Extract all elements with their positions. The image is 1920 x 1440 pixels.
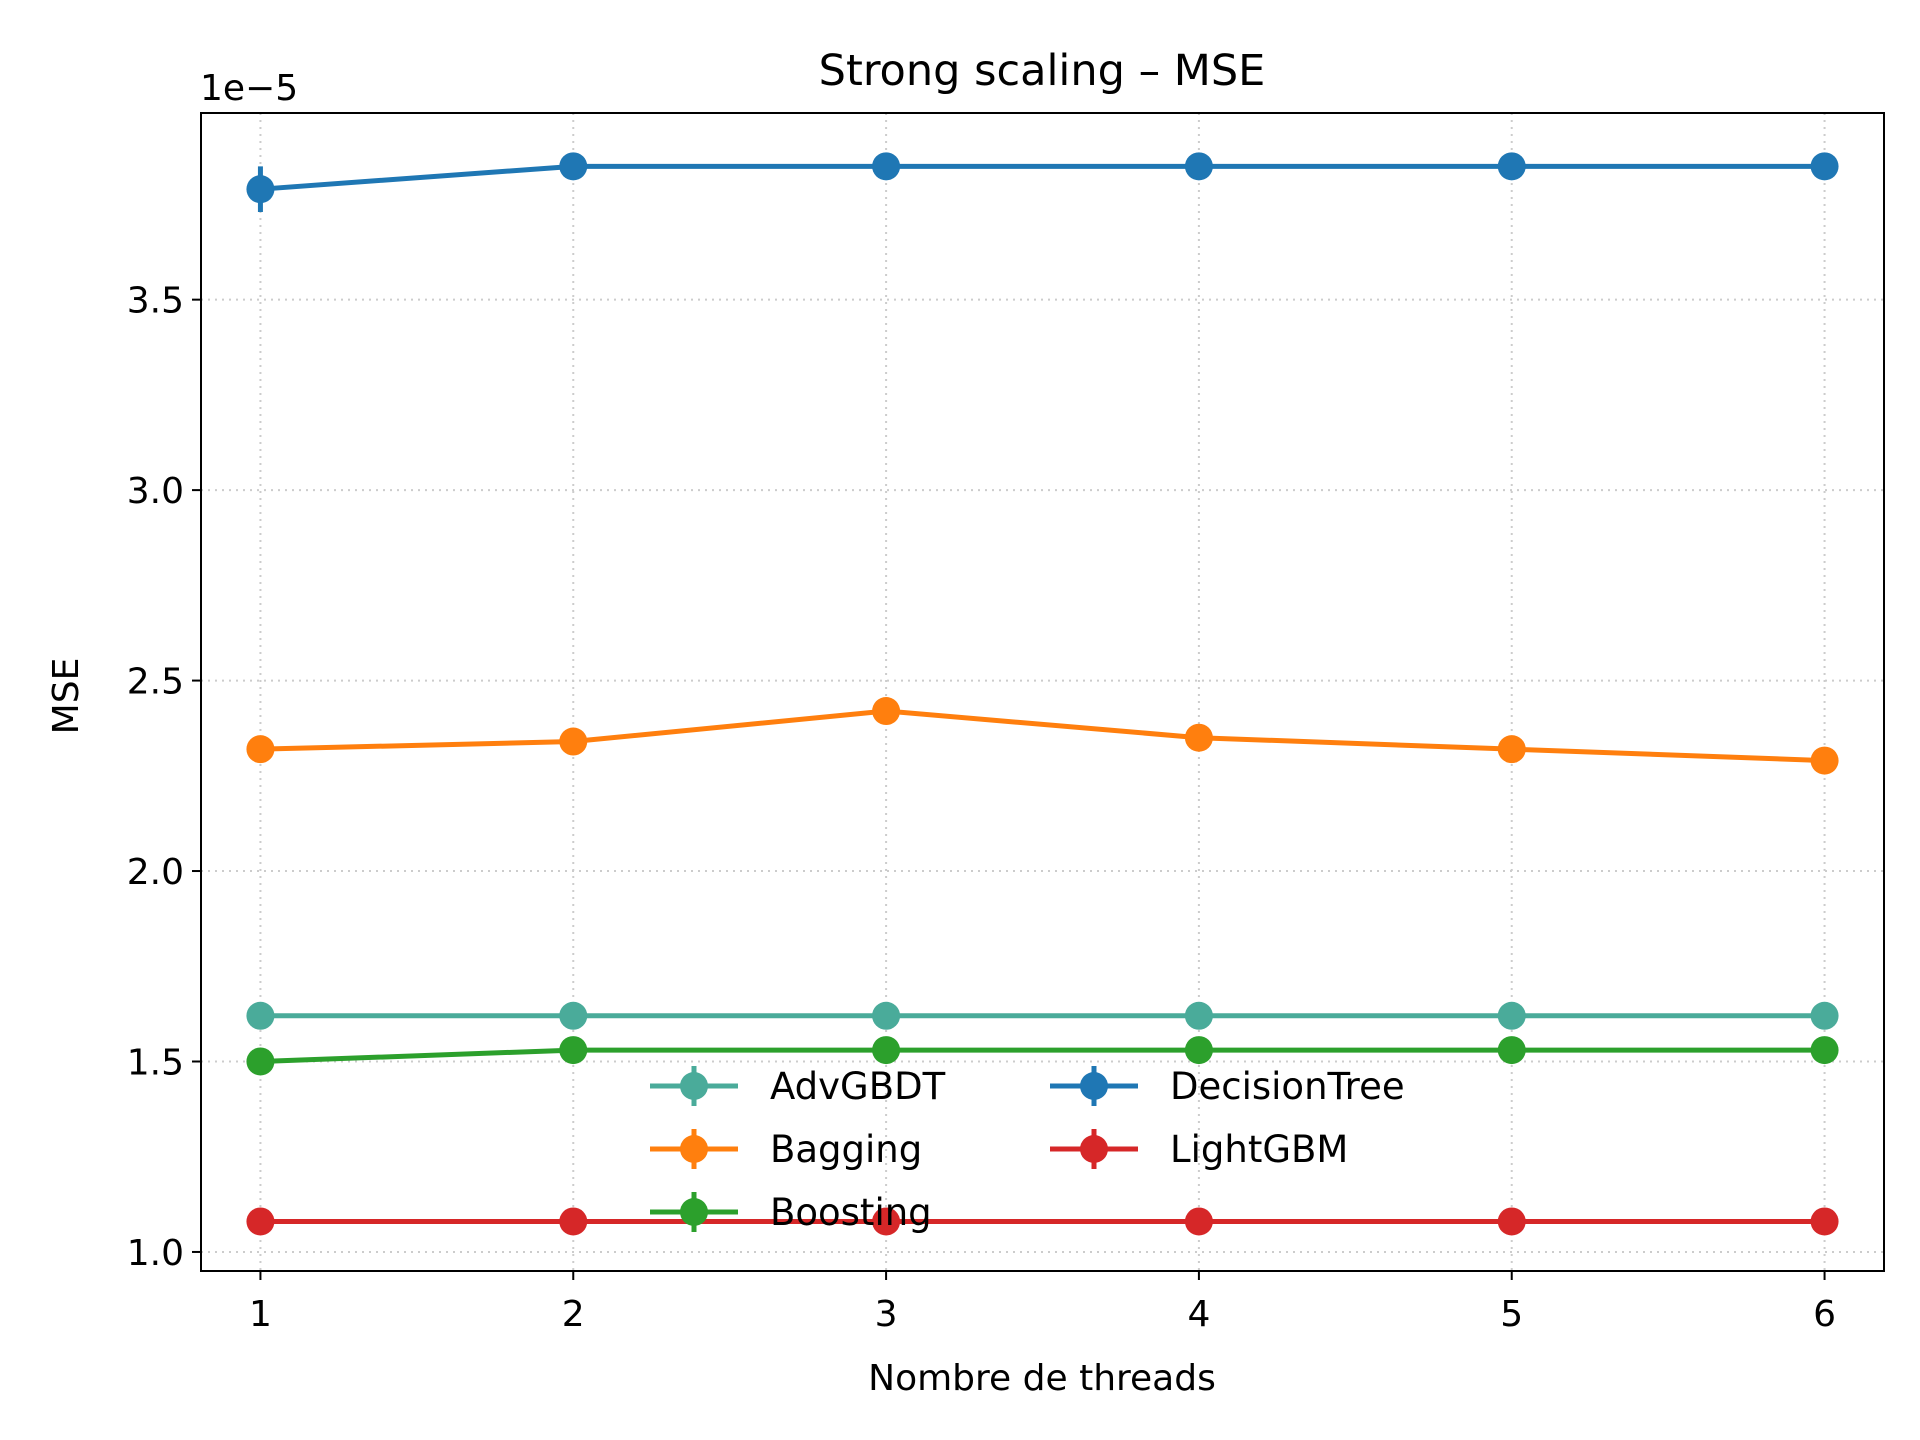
data-point [1184,1036,1213,1065]
legend-label: AdvGBDT [770,1065,946,1108]
series-decisiontree [246,152,1839,213]
legend-item-lightgbm: LightGBM [1050,1128,1348,1171]
y-tick-label: 2.5 [127,662,184,703]
legend-marker [680,1135,708,1163]
data-point [559,1036,588,1065]
data-point [1184,1001,1213,1030]
data-point [559,152,588,181]
series-bagging [246,697,1839,775]
legend-label: Boosting [770,1191,932,1234]
chart-title: Strong scaling – MSE [819,46,1266,96]
y-tick-label: 1.5 [127,1042,184,1083]
y-offset-label: 1e−5 [200,68,298,109]
data-point [1497,152,1526,181]
y-axis: 1.0 1.5 2.0 2.5 3.0 3.5 [127,281,201,1274]
series-advgbdt [246,1001,1839,1030]
data-point [246,1047,275,1076]
data-point [1497,735,1526,764]
x-tick-label: 2 [562,1294,585,1335]
legend-item-decisiontree: DecisionTree [1050,1065,1405,1108]
data-point [872,1207,901,1236]
legend-marker [680,1198,708,1226]
x-tick-label: 4 [1187,1294,1210,1335]
legend-label: DecisionTree [1170,1065,1405,1108]
legend: AdvGBDT Bagging Boosting DecisionTree LightG… [650,1065,1405,1234]
data-point [1810,1036,1839,1065]
data-point [1810,746,1839,775]
data-point [1810,1207,1839,1236]
data-point [872,1001,901,1030]
legend-marker [1080,1072,1108,1100]
y-tick-label: 3.0 [127,471,184,512]
y-tick-label: 2.0 [127,852,184,893]
plot-frame [200,112,1885,1272]
x-axis-label: Nombre de threads [868,1358,1216,1399]
x-tick-label: 5 [1500,1294,1523,1335]
y-axis-label: MSE [46,658,87,735]
series-lightgbm [246,1207,1839,1236]
data-point [559,1001,588,1030]
data-point [1497,1001,1526,1030]
y-tick-label: 1.0 [127,1233,184,1274]
legend-marker [1080,1135,1108,1163]
data-point [559,1207,588,1236]
data-point [872,152,901,181]
data-point [1810,152,1839,181]
data-point [872,1036,901,1065]
x-tick-label: 3 [875,1294,898,1335]
data-point [872,697,901,726]
x-tick-label: 6 [1813,1294,1836,1335]
x-axis: 1 2 3 4 5 6 [249,1271,1836,1335]
legend-item-bagging: Bagging [650,1128,922,1171]
data-point [1497,1207,1526,1236]
data-point [246,1207,275,1236]
data-point [1497,1036,1526,1065]
legend-marker [680,1072,708,1100]
series-layer [246,152,1839,1236]
series-line [260,1047,1825,1064]
data-point [1810,1001,1839,1030]
legend-label: Bagging [770,1128,922,1171]
data-point [246,175,275,204]
data-point [1184,152,1213,181]
data-point [1184,723,1213,752]
legend-item-advgbdt: AdvGBDT [650,1065,946,1108]
series-line [260,708,1825,764]
data-point [1184,1207,1213,1236]
x-tick-label: 1 [249,1294,272,1335]
grid [201,113,1884,1271]
legend-item-boosting: Boosting [650,1191,932,1234]
data-point [246,735,275,764]
data-point [246,1001,275,1030]
legend-label: LightGBM [1170,1128,1348,1171]
series-line [260,163,1825,192]
series-boosting [246,1036,1839,1076]
data-point [559,727,588,756]
y-tick-label: 3.5 [127,281,184,322]
